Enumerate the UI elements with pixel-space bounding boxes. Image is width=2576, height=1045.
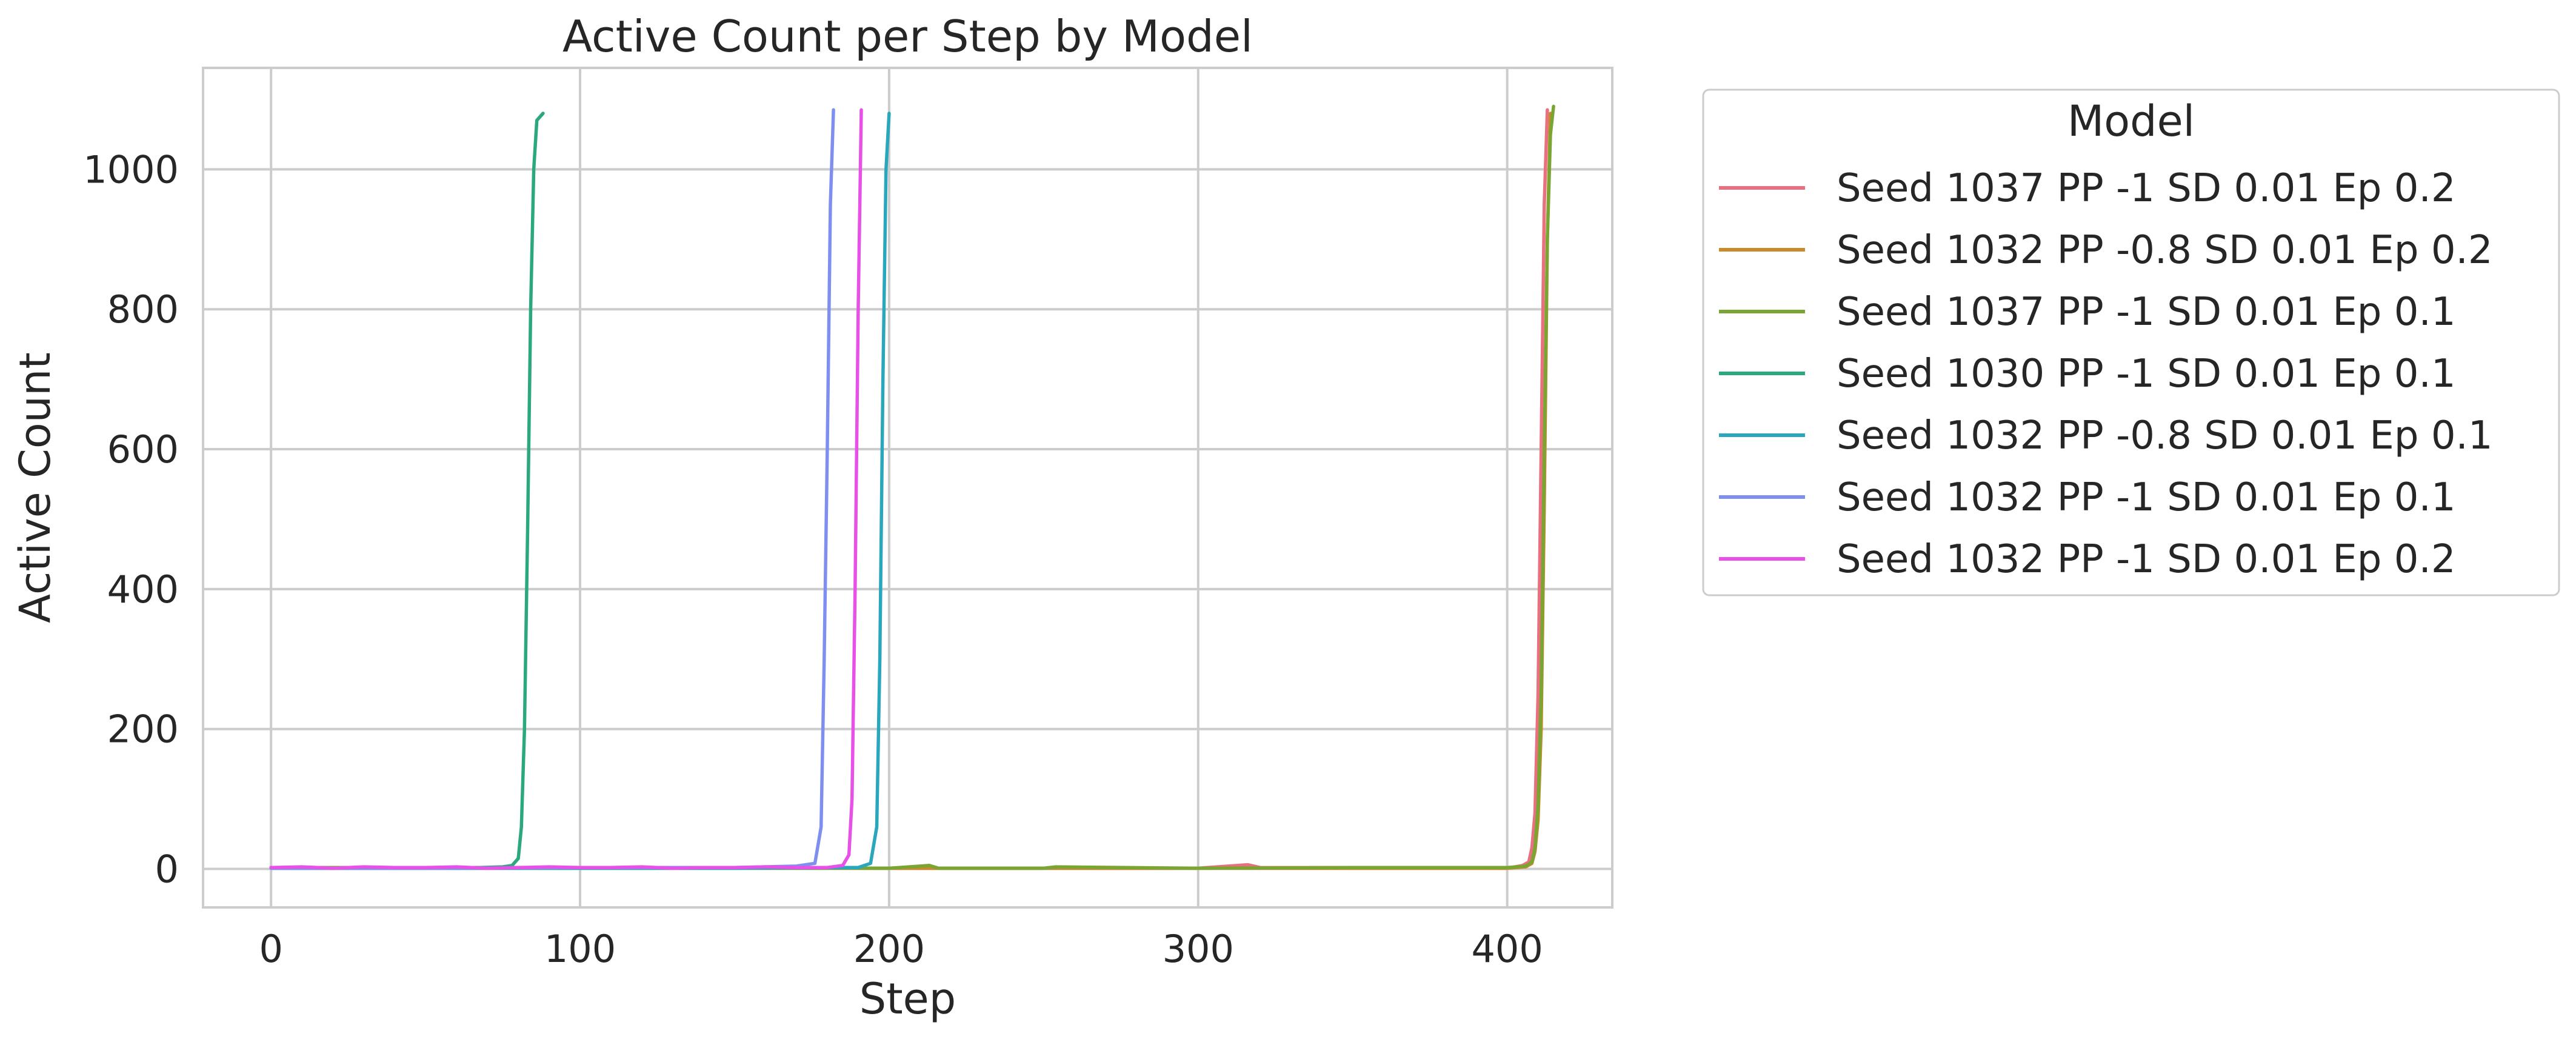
legend-label: Seed 1032 PP -1 SD 0.01 Ep 0.1 [1837,475,2456,520]
x-axis-label: Step [859,974,956,1024]
x-tick-label: 100 [544,927,616,971]
series-lines [269,104,1555,870]
series-line [269,112,545,870]
x-tick-label: 0 [259,927,282,971]
legend-label: Seed 1032 PP -0.8 SD 0.01 Ep 0.2 [1837,228,2493,273]
legend-label: Seed 1037 PP -1 SD 0.01 Ep 0.1 [1837,290,2456,335]
legend-item: Seed 1032 PP -1 SD 0.01 Ep 0.1 [1719,475,2456,520]
legend-item: Seed 1032 PP -1 SD 0.01 Ep 0.2 [1719,537,2456,582]
legend-label: Seed 1032 PP -1 SD 0.01 Ep 0.2 [1837,537,2456,582]
legend-label: Seed 1037 PP -1 SD 0.01 Ep 0.2 [1837,166,2456,211]
y-axis-label: Active Count [10,352,60,623]
y-tick-label: 1000 [83,147,179,192]
grid-lines [203,68,1612,907]
legend-item: Seed 1037 PP -1 SD 0.01 Ep 0.1 [1719,290,2456,335]
legend-label: Seed 1030 PP -1 SD 0.01 Ep 0.1 [1837,352,2456,396]
y-tick-labels: 0 200 400 600 800 1000 [83,147,179,891]
x-tick-label: 300 [1163,927,1234,971]
legend-items: Seed 1037 PP -1 SD 0.01 Ep 0.2 Seed 1032 … [1719,166,2493,582]
legend-item: Seed 1032 PP -0.8 SD 0.01 Ep 0.1 [1719,413,2493,458]
y-tick-label: 800 [107,287,179,332]
x-tick-label: 400 [1471,927,1543,971]
y-tick-label: 400 [107,567,179,612]
series-line [269,108,835,870]
legend-title: Model [2067,96,2195,146]
y-tick-label: 0 [155,847,179,892]
legend-item: Seed 1032 PP -0.8 SD 0.01 Ep 0.2 [1719,228,2493,273]
chart-title: Active Count per Step by Model [562,11,1253,62]
legend: Model Seed 1037 PP -1 SD 0.01 Ep 0.2Seed… [1702,88,2560,596]
y-tick-label: 600 [107,427,179,472]
series-line [269,104,1555,870]
legend-item: Seed 1030 PP -1 SD 0.01 Ep 0.1 [1719,352,2456,396]
x-tick-labels: 0 100 200 300 400 [259,927,1543,971]
series-line [269,108,863,870]
legend-box [1702,88,2560,596]
series-line [269,112,1552,870]
legend-label: Seed 1032 PP -0.8 SD 0.01 Ep 0.1 [1837,413,2493,458]
plot-frame [202,67,1613,909]
legend-item: Seed 1037 PP -1 SD 0.01 Ep 0.2 [1719,166,2456,211]
series-line [269,108,1549,870]
y-tick-label: 200 [107,707,179,752]
x-tick-label: 200 [853,927,925,971]
